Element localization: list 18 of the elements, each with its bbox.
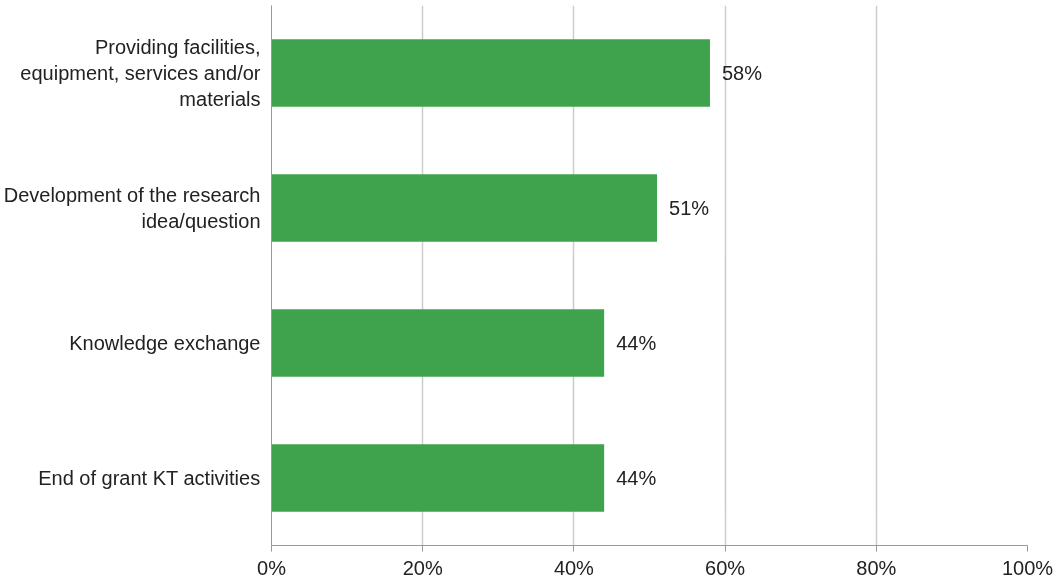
data-label: 58% bbox=[721, 62, 763, 84]
x-tick-label: 20% bbox=[402, 556, 443, 579]
data-label: 51% bbox=[669, 197, 710, 219]
bar bbox=[271, 309, 605, 377]
bar bbox=[271, 39, 710, 107]
y-tick-label: Providing facilities, equipment, services and/or materials bbox=[20, 35, 261, 111]
x-tick-label: 100% bbox=[1001, 556, 1054, 579]
y-tick-label: End of grant KT activities bbox=[38, 467, 261, 489]
x-tick-label: 60% bbox=[705, 556, 746, 579]
bar bbox=[271, 444, 605, 512]
data-label: 44% bbox=[616, 467, 657, 489]
bar bbox=[271, 174, 658, 242]
x-tick-label: 80% bbox=[856, 556, 897, 579]
data-label: 44% bbox=[616, 332, 657, 354]
x-tick-label: 0% bbox=[257, 556, 287, 579]
x-tick-label: 40% bbox=[553, 556, 595, 579]
y-tick-label: Development of the research idea/question bbox=[3, 183, 261, 233]
y-tick-label: Knowledge exchange bbox=[69, 332, 261, 354]
